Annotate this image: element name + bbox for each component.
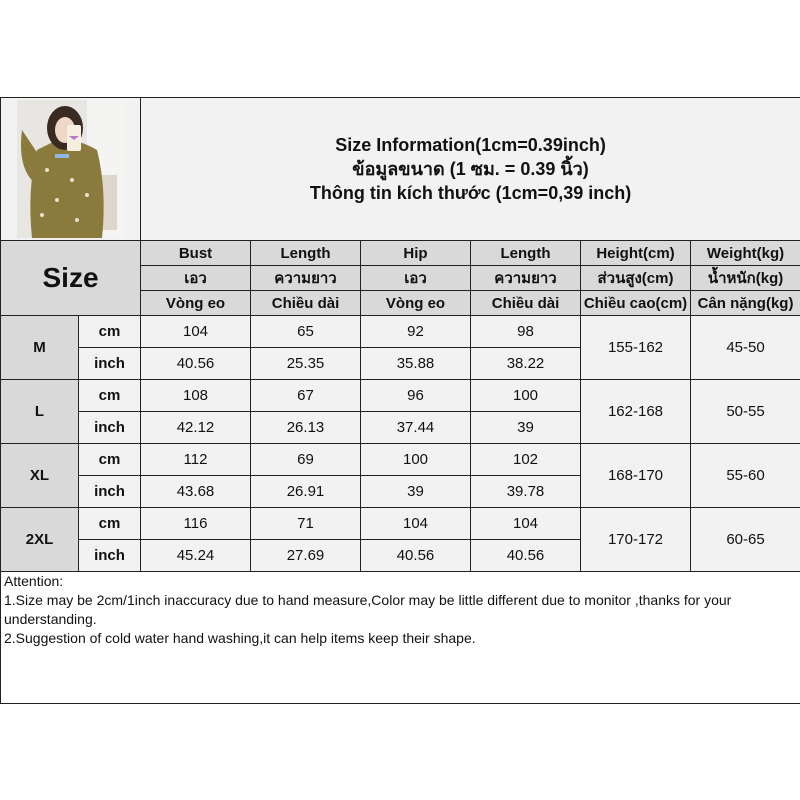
weight-cell: 60-65 (689, 507, 800, 572)
measurement-cell: 37.44 (360, 411, 471, 444)
unit-label: cm (78, 443, 141, 476)
measurement-cell: 65 (250, 315, 361, 348)
product-photo-cell (0, 97, 141, 241)
measurement-cell: 98 (470, 315, 581, 348)
measurement-cell: 92 (360, 315, 471, 348)
col-header-th: ความยาว (470, 265, 581, 291)
measurement-cell: 39 (360, 475, 471, 508)
col-header-th: ความยาว (250, 265, 361, 291)
unit-label: inch (78, 539, 141, 572)
attention-note-1: 1.Size may be 2cm/1inch inaccuracy due t… (4, 592, 732, 627)
title-vietnamese: Thông tin kích thước (1cm=0,39 inch) (309, 183, 632, 203)
height-cell: 155-162 (580, 315, 691, 380)
height-cell: 168-170 (580, 443, 691, 508)
measurement-cell: 40.56 (470, 539, 581, 572)
col-header-vi: Chiều dài (250, 290, 361, 316)
table-row: inch 40.56 25.35 35.88 38.22 (1, 347, 800, 380)
table-row: inch 43.68 26.91 39 39.78 (1, 475, 800, 508)
unit-label: inch (78, 475, 141, 508)
weight-cell: 50-55 (689, 379, 800, 444)
attention-heading: Attention: (4, 573, 64, 589)
weight-cell: 55-60 (689, 443, 800, 508)
measurement-cell: 69 (250, 443, 361, 476)
size-header: Size (0, 240, 141, 316)
unit-label: cm (78, 315, 141, 348)
col-header-th: เอว (140, 265, 251, 291)
unit-label: inch (78, 411, 141, 444)
measurement-cell: 26.91 (250, 475, 361, 508)
attention-notes: Attention: 1.Size may be 2cm/1inch inacc… (0, 571, 800, 704)
measurement-cell: 71 (250, 507, 361, 540)
unit-label: cm (78, 507, 141, 540)
height-cell: 162-168 (580, 379, 691, 444)
measurement-cell: 45.24 (140, 539, 251, 572)
unit-label: inch (78, 347, 141, 380)
measurement-cell: 104 (470, 507, 581, 540)
measurement-cell: 43.68 (140, 475, 251, 508)
title-thai: ข้อมูลขนาด (1 ซม. = 0.39 นิ้ว) (352, 159, 589, 179)
measurement-cell: 35.88 (360, 347, 471, 380)
col-header-vi: Vòng eo (360, 290, 471, 316)
measurement-cell: 100 (360, 443, 471, 476)
measurement-cell: 67 (250, 379, 361, 412)
col-header-en: Height(cm) (580, 240, 691, 266)
measurement-cell: 96 (360, 379, 471, 412)
table-row: 2XL cm 116 71 104 104 170-172 60-65 (0, 507, 800, 572)
weight-cell: 45-50 (689, 315, 800, 380)
size-chart-table: Size Information(1cm=0.39inch) ข้อมูลขนา… (0, 97, 800, 704)
title-english: Size Information(1cm=0.39inch) (335, 135, 606, 155)
col-header-en: Hip (360, 240, 471, 266)
col-header-vi: Chiều dài (470, 290, 581, 316)
measurement-cell: 26.13 (250, 411, 361, 444)
table-row: XL cm 112 69 100 102 168-170 55-60 (0, 443, 800, 508)
measurement-cell: 40.56 (140, 347, 251, 380)
size-label: M (0, 315, 79, 380)
measurement-cell: 39.78 (470, 475, 581, 508)
measurement-cell: 104 (360, 507, 471, 540)
measurement-cell: 27.69 (250, 539, 361, 572)
measurement-cell: 39 (470, 411, 581, 444)
measurement-cell: 38.22 (470, 347, 581, 380)
measurement-cell: 104 (140, 315, 251, 348)
measurement-cell: 112 (140, 443, 251, 476)
size-label: 2XL (0, 507, 79, 572)
col-header-vi: Vòng eo (140, 290, 251, 316)
col-header-vi: Chiều cao(cm) (580, 290, 691, 316)
measurement-cell: 102 (470, 443, 581, 476)
measurement-cell: 25.35 (250, 347, 361, 380)
col-header-en: Bust (140, 240, 251, 266)
col-header-vi: Cân nặng(kg) (689, 290, 800, 316)
size-label: XL (0, 443, 79, 508)
col-header-en: Weight(kg) (689, 240, 800, 266)
col-header-en: Length (250, 240, 361, 266)
size-label: L (0, 379, 79, 444)
measurement-cell: 100 (470, 379, 581, 412)
measurement-cell: 42.12 (140, 411, 251, 444)
col-header-th: ส่วนสูง(cm) (580, 265, 691, 291)
col-header-th: น้ำหนัก(kg) (689, 265, 800, 291)
measurement-cell: 108 (140, 379, 251, 412)
unit-label: cm (78, 379, 141, 412)
title-cell: Size Information(1cm=0.39inch) ข้อมูลขนา… (139, 97, 800, 241)
col-header-th: เอว (360, 265, 471, 291)
measurement-cell: 116 (140, 507, 251, 540)
height-cell: 170-172 (580, 507, 691, 572)
measurement-cell: 40.56 (360, 539, 471, 572)
table-row: inch 42.12 26.13 37.44 39 (1, 411, 800, 444)
col-header-en: Length (470, 240, 581, 266)
product-photo (17, 100, 125, 238)
attention-note-2: 2.Suggestion of cold water hand washing,… (4, 630, 476, 646)
